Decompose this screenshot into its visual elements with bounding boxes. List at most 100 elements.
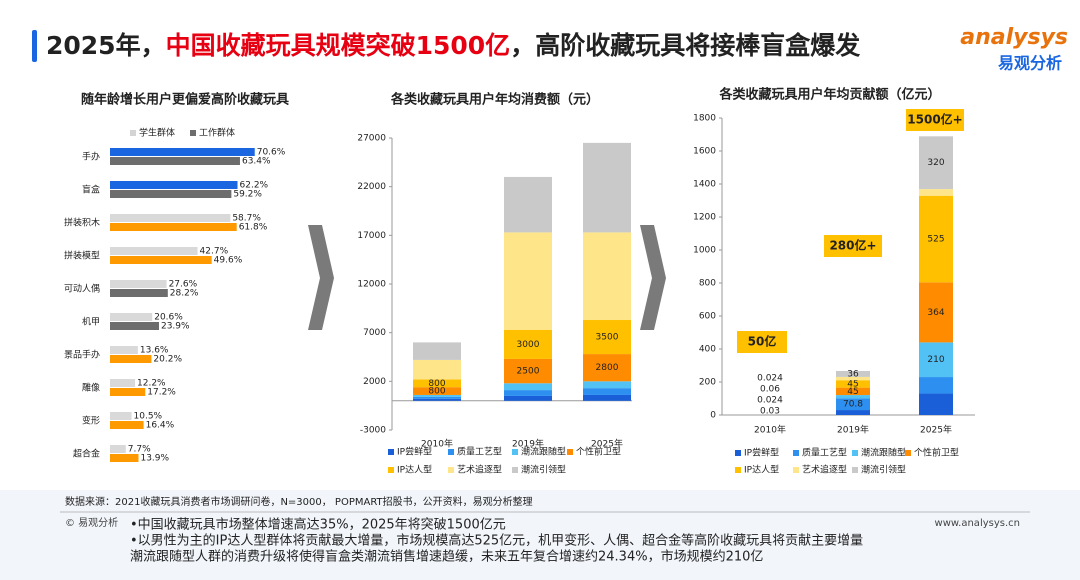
- footer-brand: © 易观分析: [65, 516, 118, 529]
- value-label: 3500: [596, 333, 619, 343]
- bar: [110, 313, 153, 321]
- bar: [110, 256, 212, 264]
- legend-swatch: [130, 130, 136, 136]
- bar-segment: [413, 379, 461, 388]
- value-label: 28.2%: [170, 289, 199, 299]
- legend-label: 艺术追逐型: [457, 464, 502, 476]
- y-tick-label: 1800: [693, 114, 716, 124]
- category-label: 拼装积木: [64, 217, 100, 229]
- bar-segment: [583, 232, 631, 321]
- legend-label: 质量工艺型: [457, 446, 502, 458]
- title-highlight: 中国收藏玩具规模突破1500亿: [166, 31, 511, 60]
- value-label: 0.06: [760, 385, 780, 395]
- value-label: 320: [927, 158, 944, 168]
- value-label: 62.2%: [240, 181, 269, 191]
- bar: [110, 379, 136, 387]
- value-label: 0.03: [760, 407, 780, 417]
- value-label: 0.024: [757, 396, 783, 406]
- category-label: 机甲: [82, 316, 100, 328]
- logo: analysys: [960, 25, 1068, 50]
- y-tick-label: 1200: [693, 213, 716, 223]
- legend-label: 潮流引领型: [861, 464, 906, 476]
- y-tick-label: 22000: [357, 182, 386, 192]
- value-label: 364: [927, 308, 944, 318]
- bar-segment: [583, 381, 631, 389]
- y-tick-label: -3000: [360, 426, 386, 436]
- value-label: 59.2%: [233, 190, 262, 200]
- value-label: 17.2%: [147, 388, 176, 398]
- x-tick-label: 2019年: [837, 424, 869, 436]
- bar-segment: [919, 377, 953, 394]
- value-label: 23.9%: [161, 322, 190, 332]
- bar-segment: [836, 370, 870, 377]
- bar-segment: [413, 342, 461, 360]
- value-label: 2800: [596, 363, 619, 373]
- category-label: 雕像: [82, 382, 100, 394]
- bar-segment: [836, 387, 870, 396]
- bar: [110, 157, 240, 165]
- footer-band: [0, 490, 1080, 580]
- value-label: 13.9%: [140, 454, 169, 464]
- bar-segment: [413, 387, 461, 395]
- title-part: ，高阶收藏玩具将接棒盲盒爆发: [510, 31, 860, 60]
- logo-sub: 易观分析: [998, 54, 1062, 73]
- value-label: 800: [428, 379, 445, 389]
- bar: [110, 280, 167, 288]
- arrow: [308, 225, 334, 330]
- bar-segment: [504, 383, 552, 391]
- y-tick-label: 12000: [357, 280, 386, 290]
- value-label: 45: [847, 387, 858, 397]
- y-tick-label: 1600: [693, 147, 716, 157]
- bar-segment: [919, 195, 953, 283]
- legend-label: 个性前卫型: [576, 446, 621, 458]
- x-tick-label: 2025年: [591, 438, 623, 450]
- legend-label: 潮流引领型: [521, 464, 566, 476]
- legend-swatch: [852, 467, 858, 473]
- bar: [110, 346, 138, 354]
- value-label: 49.6%: [214, 256, 243, 266]
- value-label: 210: [927, 355, 944, 365]
- legend-swatch: [852, 450, 858, 456]
- bar-segment: [504, 395, 552, 401]
- chart-title: 各类收藏玩具用户年均消费额（元）: [390, 92, 599, 108]
- value-label: 2500: [517, 367, 540, 377]
- value-label: 800: [428, 387, 445, 397]
- legend-swatch: [448, 467, 454, 473]
- legend-label: 个性前卫型: [914, 447, 959, 459]
- category-label: 景品手办: [64, 349, 100, 361]
- note: •以男性为主的IP达人型群体将贡献最大增量，市场规模高达525亿元，机甲变形、人…: [130, 533, 863, 549]
- bar: [110, 322, 159, 330]
- page-title: 2025年，中国收藏玩具规模突破1500亿，高阶收藏玩具将接棒盲盒爆发: [46, 31, 860, 60]
- category-label: 变形: [82, 415, 100, 427]
- y-tick-label: 7000: [363, 328, 386, 338]
- value-label: 0.024: [757, 374, 783, 384]
- value-label: 20.2%: [153, 355, 182, 365]
- bar-segment: [583, 394, 631, 401]
- annotation-box: [824, 235, 882, 257]
- legend-swatch: [190, 130, 196, 136]
- legend-label: 艺术追逐型: [802, 464, 847, 476]
- value-label: 63.4%: [242, 157, 271, 167]
- bar-segment: [919, 189, 953, 196]
- bar-segment: [583, 142, 631, 233]
- bar: [110, 223, 237, 231]
- legend-label: IP达人型: [744, 464, 779, 476]
- bar: [110, 445, 126, 453]
- legend-swatch: [448, 449, 454, 455]
- y-tick-label: 1000: [693, 246, 716, 256]
- title-part: 2025年，: [46, 31, 166, 60]
- legend-swatch: [735, 467, 741, 473]
- value-label: 36: [847, 369, 859, 379]
- y-tick-label: 2000: [363, 377, 386, 387]
- y-tick-label: 200: [699, 378, 716, 388]
- annotation: 280亿+: [829, 238, 876, 253]
- bar: [110, 412, 132, 420]
- bar-segment: [583, 354, 631, 382]
- category-label: 超合金: [73, 448, 100, 460]
- category-label: 盲盒: [82, 184, 100, 196]
- value-label: 27.6%: [169, 280, 198, 290]
- bar-segment: [583, 320, 631, 355]
- x-tick-label: 2025年: [920, 424, 952, 436]
- annotation: 1500亿+: [907, 112, 962, 127]
- legend-swatch: [512, 449, 518, 455]
